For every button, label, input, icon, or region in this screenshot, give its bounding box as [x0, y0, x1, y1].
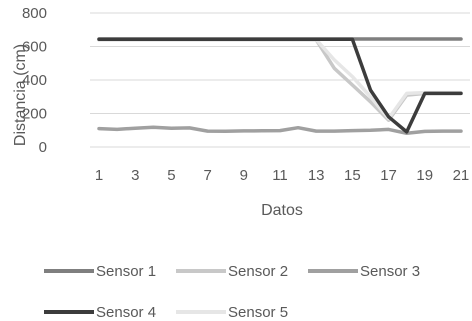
legend-entry-5: Sensor 5	[176, 304, 288, 321]
y-axis-title: Distancia (cm)	[12, 44, 29, 146]
legend-label: Sensor 3	[360, 263, 420, 280]
x-tick-label: 19	[416, 167, 433, 184]
y-tick-label: 800	[22, 5, 47, 22]
series-lines	[97, 37, 463, 136]
x-tick-label: 17	[380, 167, 397, 184]
series-line-5	[97, 37, 463, 121]
x-tick-label: 21	[453, 167, 470, 184]
x-tick-label: 1	[95, 167, 103, 184]
legend-label: Sensor 4	[96, 304, 156, 321]
gridlines	[90, 12, 470, 148]
x-tick-label: 7	[203, 167, 211, 184]
series-line-3	[97, 125, 463, 136]
legend-label: Sensor 1	[96, 263, 156, 280]
legend-entry-1: Sensor 1	[44, 263, 156, 280]
legend-entry-4: Sensor 4	[44, 304, 156, 321]
y-tick-label: 200	[22, 106, 47, 123]
x-tick-label: 15	[344, 167, 361, 184]
y-tick-label: 600	[22, 39, 47, 56]
y-tick-label: 0	[39, 139, 47, 156]
series-line-4	[97, 37, 463, 134]
x-tick-label: 11	[272, 167, 288, 184]
y-axis-ticks: 0 200 400 600 800	[22, 5, 47, 156]
x-tick-label: 9	[240, 167, 248, 184]
legend-entry-3: Sensor 3	[308, 263, 420, 280]
legend-label: Sensor 5	[228, 304, 288, 321]
legend-label: Sensor 2	[228, 263, 288, 280]
x-axis-title: Datos	[261, 202, 303, 219]
legend: Sensor 1 Sensor 2 Sensor 3 Sensor 4 Sensor 5	[44, 263, 420, 321]
y-tick-label: 400	[22, 72, 47, 89]
x-tick-label: 3	[131, 167, 139, 184]
legend-entry-2: Sensor 2	[176, 263, 288, 280]
x-tick-label: 13	[308, 167, 325, 184]
x-tick-label: 5	[167, 167, 175, 184]
x-axis-ticks: 1 3 5 7 9 11 13 15 17 19 21	[95, 167, 469, 184]
